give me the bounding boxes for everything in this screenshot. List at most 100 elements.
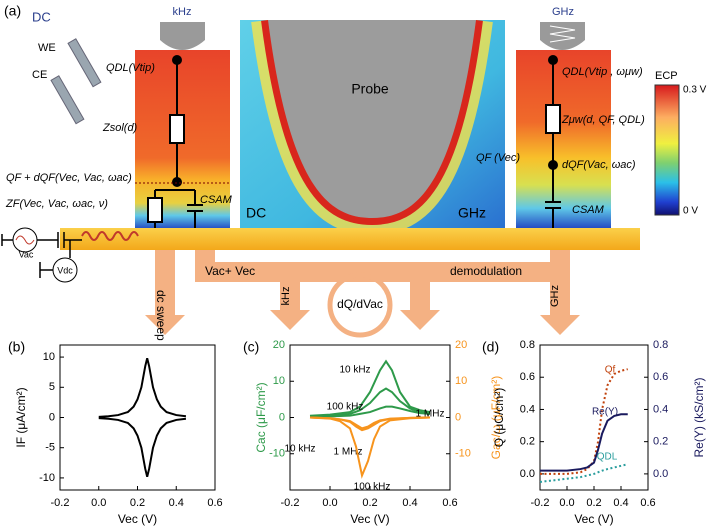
series-line [540,368,628,475]
zsol: Zsol(d) [102,122,138,134]
zmw: Zμw(d, QF, QDL) [561,114,645,126]
x-tick-label: 0.0 [322,497,337,509]
series-label: 1 MHz [416,409,445,420]
inductor [81,231,139,241]
derivative-ring [327,272,393,338]
y-tick-label: 0 [49,411,55,423]
ecp: ECP [655,70,678,82]
series-line [98,358,187,418]
series-label: 100 kHz [327,402,364,413]
y2-tick-label: 0.8 [653,339,668,351]
ghz-arrow: GHz [549,285,561,307]
probe-tip [160,22,205,50]
y-tick-label: -10 [269,448,285,460]
vdc: Vdc [57,265,73,275]
x-tick-label: 0.2 [362,497,377,509]
csam-left: CSAM [200,194,233,206]
panel-label: (c) [243,339,259,355]
csam-right: CSAM [572,204,605,216]
series-line [309,359,431,417]
ghz-probe: GHz [552,6,574,18]
x-tick-label: 0.6 [207,497,222,509]
qdl-left: QDL(Vtip) [106,62,155,74]
x-tick-label: -0.2 [51,497,70,509]
demodulation: demodulation [450,264,522,278]
y2-tick-label: 10 [455,375,467,387]
y-tick-label: 0 [279,411,285,423]
x-tick-label: 0.6 [640,497,655,509]
vac: Vac [19,249,34,259]
node [548,160,558,170]
source-wiring [1,232,82,278]
signal-flow [145,250,580,335]
ecp-bottom: 0 V [683,206,698,217]
dqf-right: dQF(Vac, ωac) [562,159,636,171]
x-tick-label: -0.2 [531,497,550,509]
ce-label: CE [32,69,47,81]
we-label: WE [38,42,56,54]
probe-label: Probe [351,81,389,97]
series-label: 10 kHz [339,365,370,376]
y2-tick-label: 0 [455,411,461,423]
y-tick-label: 0.2 [520,436,535,448]
x-tick-label: -0.2 [281,497,300,509]
y-tick-label: 10 [273,375,285,387]
electrode [67,38,102,88]
y-axis-label: IF (μA/cm²) [14,387,28,447]
x-axis-label: Vec (V) [350,512,389,526]
y-tick-label: 5 [49,381,55,393]
series-label: 100 kHz [354,482,391,493]
series-line [309,416,431,479]
series-label: Qf [605,365,616,376]
series-label: 10 kHz [284,444,315,455]
series-line [309,405,431,418]
panel-label: (b) [8,339,25,355]
map-dc: DC [246,205,266,221]
x-tick-label: 0.0 [559,497,574,509]
khz-arrow: kHz [280,287,292,306]
node [172,177,182,187]
dc-label: DC [32,9,51,24]
panel-label: (a) [4,3,21,19]
qf-left: QF + dQF(Vec, Vac, ωac) [6,172,132,184]
panel-label: (d) [482,339,499,355]
y-tick-label: 10 [43,351,55,363]
y2-tick-label: 0.6 [653,371,668,383]
y2-axis-label: Gac/ω (μF/cm²) [489,376,503,460]
khz-probe: kHz [173,6,192,18]
spring [549,25,576,43]
y-axis-label: Cac (μF/cm²) [254,382,268,452]
probe-shape [268,20,476,218]
x-tick-label: 0.6 [442,497,457,509]
x-tick-label: 0.4 [613,497,628,509]
sine [15,235,35,245]
y-tick-label: 20 [273,339,285,351]
y2-tick-label: -10 [455,448,471,460]
qf-right: QF (Vec) [476,152,520,164]
y2-tick-label: 0.4 [653,403,668,415]
series-line [309,416,431,430]
y-tick-label: -5 [45,442,55,454]
dqdv: dQ/dVac [337,297,383,311]
node [172,55,182,65]
mask [240,12,505,20]
y-axis-label: Q (μC/cm²) [492,388,506,448]
x-axis-label: Vec (V) [574,512,613,526]
circuit [147,60,203,228]
panel-a: (a) DC WE CE kHz QDL(Vtip) Zsol(d) QF + … [1,3,707,341]
map-ghz: GHz [458,205,486,221]
dc-sweep: dc sweep [154,290,168,341]
x-tick-label: 0.0 [91,497,106,509]
x-tick-label: 0.2 [130,497,145,509]
node [548,55,558,65]
y2-tick-label: 0.0 [653,468,668,480]
series-label: QDL [597,452,618,463]
qdl-right: QDL(Vtip , ωμw) [562,66,643,78]
sample [60,228,640,250]
vac-vec: Vac+ Vec [205,264,255,278]
series-label: 1 MHz [334,447,363,458]
dc-source [52,257,78,283]
x-tick-label: 0.4 [402,497,417,509]
y2-tick-label: 20 [455,339,467,351]
